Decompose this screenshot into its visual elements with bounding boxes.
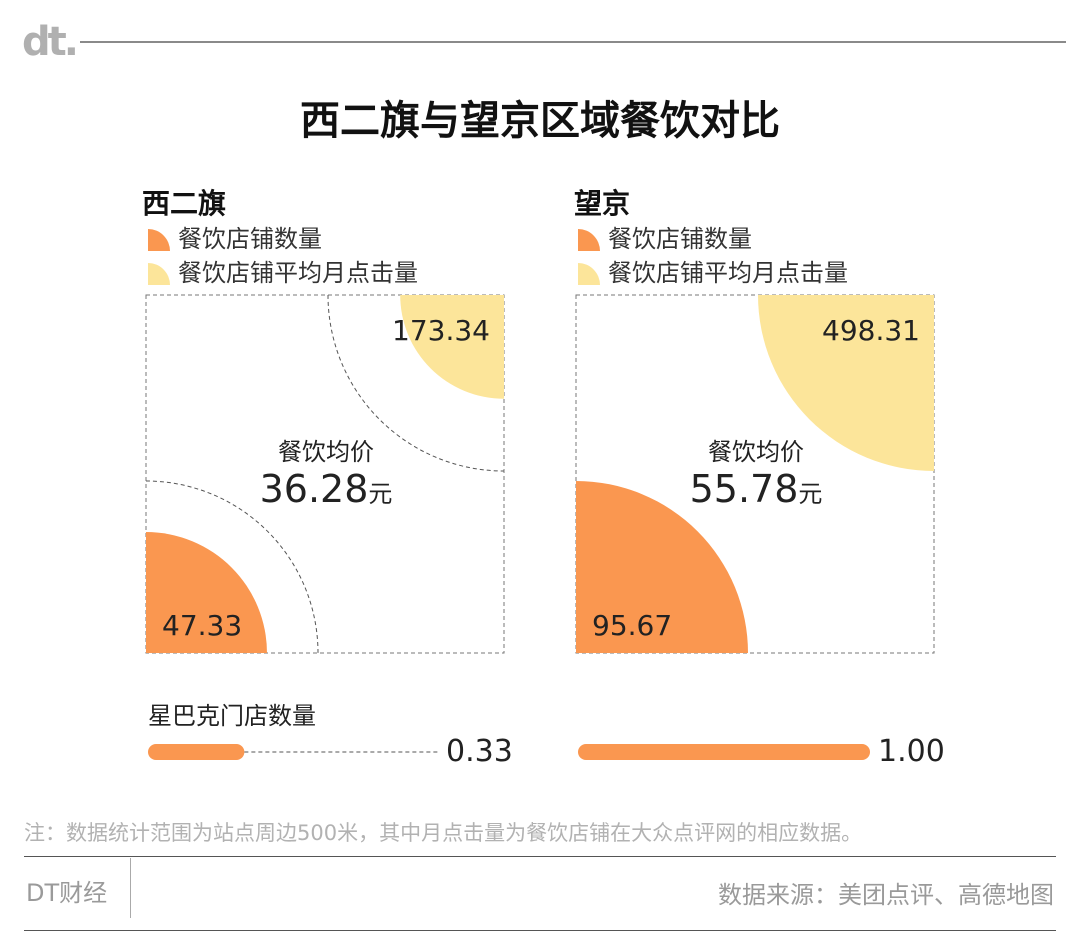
orange-quarter-icon: [148, 229, 170, 251]
chart-title: 西二旗与望京区域餐饮对比: [300, 98, 780, 144]
avg-price-caption: 餐饮均价: [708, 438, 804, 466]
panel-border: [575, 294, 935, 654]
stores-quarter: [576, 481, 748, 653]
avg-price-caption: 餐饮均价: [278, 438, 374, 466]
avg-price-unit: 元: [368, 480, 393, 508]
legend-label-stores: 餐饮店铺数量: [178, 225, 322, 253]
footer-separator: [130, 858, 131, 918]
center-label-xierqi: 餐饮均价 36.28元: [146, 432, 506, 511]
yellow-quarter-icon: [578, 263, 600, 285]
panel-border: [145, 294, 505, 654]
legend-item-clicks: 餐饮店铺平均月点击量: [146, 258, 418, 288]
footer-brand: DT财经: [26, 879, 108, 907]
starbucks-value-wangjing: 1.00: [878, 734, 945, 769]
legend-item-clicks-2: 餐饮店铺平均月点击量: [576, 258, 848, 288]
avg-price-unit: 元: [798, 480, 823, 508]
clicks-value-label: 498.31: [822, 314, 920, 347]
legend-label-clicks: 餐饮店铺平均月点击量: [178, 259, 418, 287]
dt-logo: dt.: [22, 19, 79, 65]
center-label-wangjing: 餐饮均价 55.78元: [576, 432, 936, 511]
legend-item-stores-2: 餐饮店铺数量: [576, 224, 752, 254]
stores-quarter: [146, 532, 267, 653]
footer-divider-bottom: [24, 930, 1056, 931]
region-title-wangjing: 望京: [574, 187, 631, 220]
clicks-quarter: [758, 295, 934, 471]
orange-quarter-icon: [578, 229, 600, 251]
avg-price-value: 55.78: [689, 467, 799, 511]
avg-price-value: 36.28: [259, 467, 369, 511]
starbucks-bar: [578, 744, 870, 760]
header-divider: [80, 41, 1066, 43]
stores-value-label: 47.33: [162, 609, 242, 642]
footer-source: 数据来源：美团点评、高德地图: [718, 881, 1054, 909]
stores-value-label: 95.67: [592, 609, 672, 642]
footnote: 注：数据统计范围为站点周边500米，其中月点击量为餐饮店铺在大众点评网的相应数据…: [24, 821, 863, 845]
starbucks-bar: [148, 744, 245, 760]
footer-divider-top: [24, 856, 1056, 857]
legend-label-stores-2: 餐饮店铺数量: [608, 225, 752, 253]
clicks-value-label: 173.34: [392, 314, 490, 347]
region-title-xierqi: 西二旗: [142, 187, 227, 220]
legend-item-stores: 餐饮店铺数量: [146, 224, 322, 254]
starbucks-label: 星巴克门店数量: [148, 702, 316, 730]
stores-max-arc: [145, 480, 319, 654]
clicks-quarter: [400, 295, 504, 399]
legend-label-clicks-2: 餐饮店铺平均月点击量: [608, 259, 848, 287]
starbucks-value-xierqi: 0.33: [446, 734, 513, 769]
yellow-quarter-icon: [148, 263, 170, 285]
